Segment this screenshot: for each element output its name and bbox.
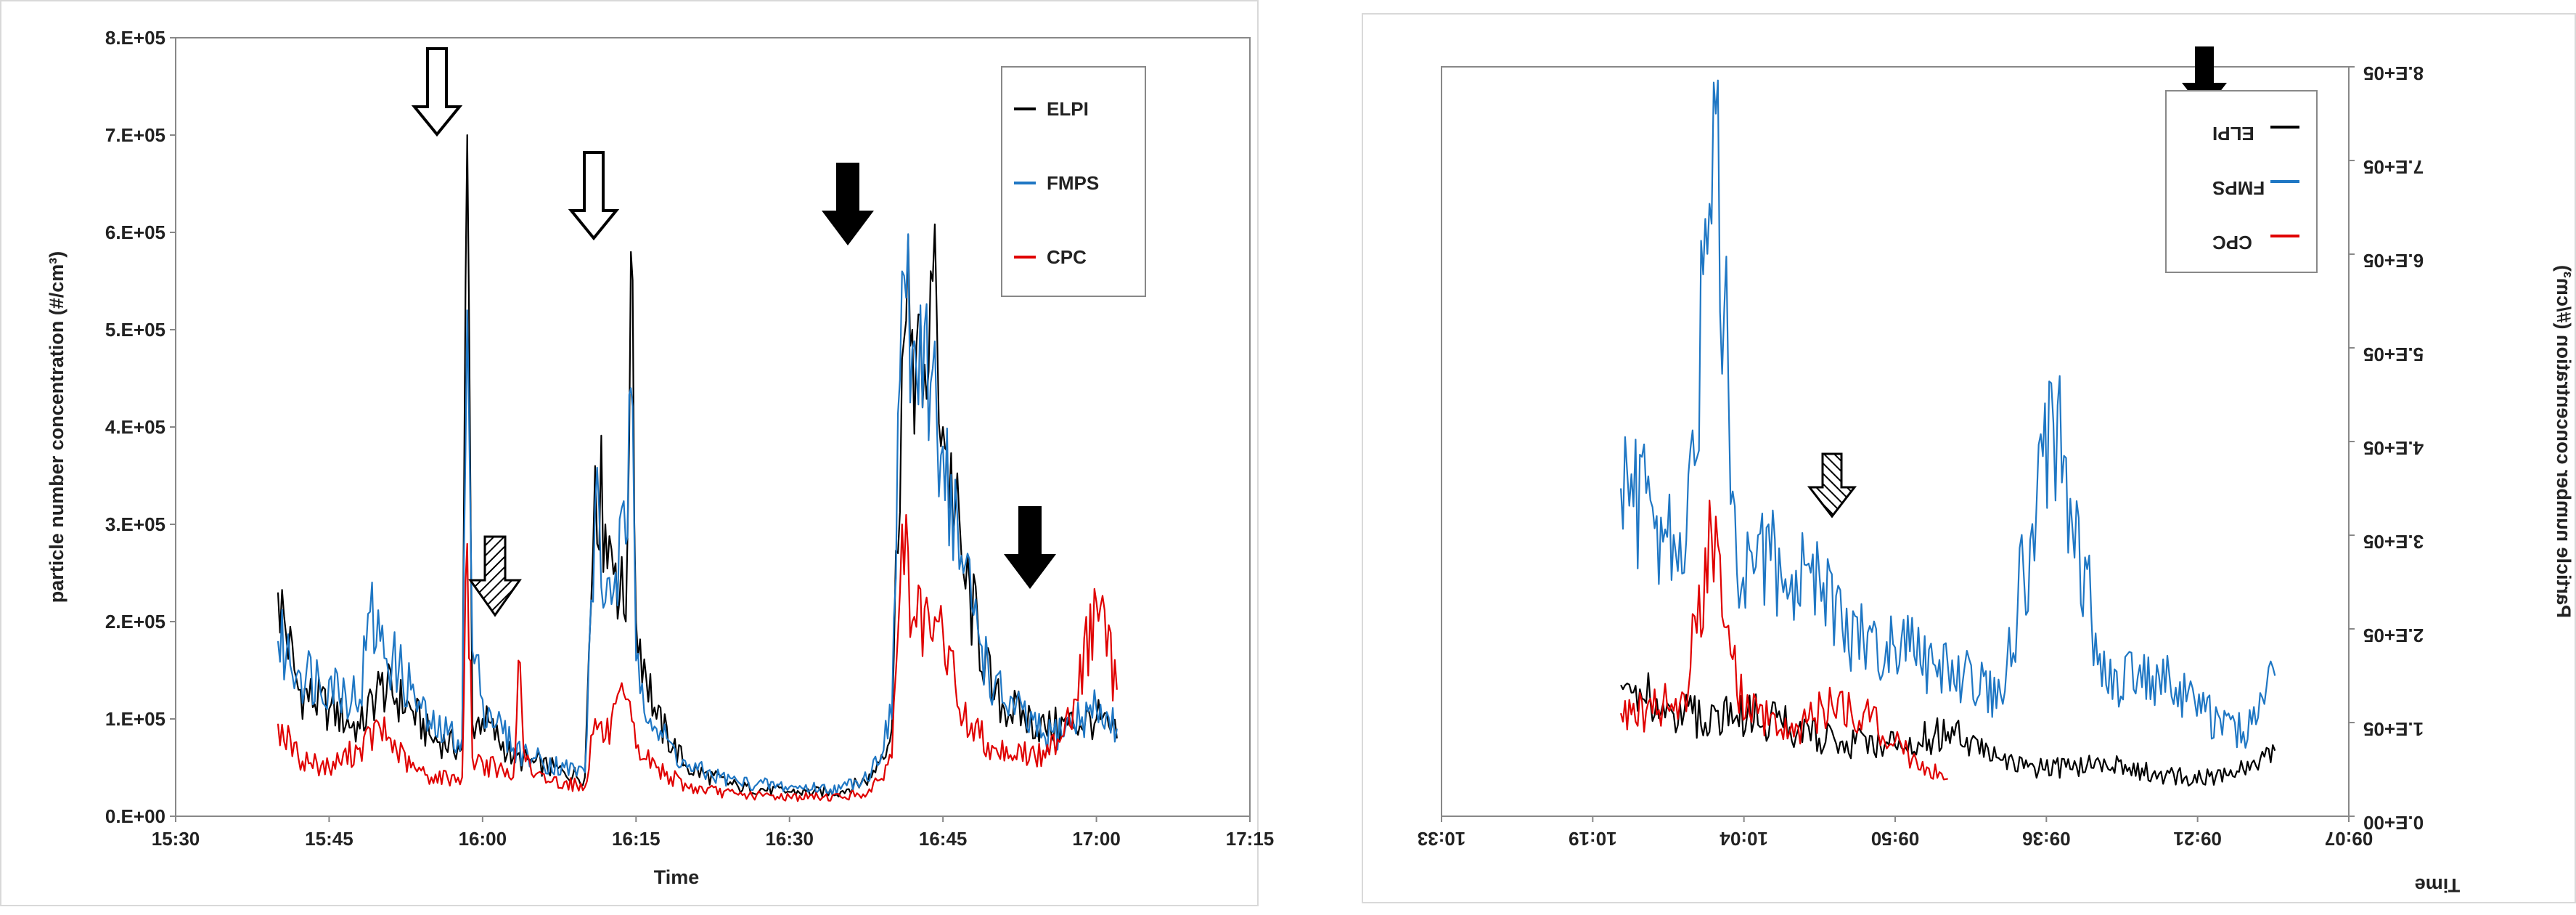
y-tick-label: 0.E+00: [105, 805, 165, 827]
y-tick-label: 6.E+05: [105, 221, 165, 243]
x-tick-label: 09:50: [1871, 828, 1920, 850]
hatched-down-arrow-icon: [468, 535, 522, 617]
right-legend-label-elpi: ELPI: [2212, 123, 2254, 145]
x-tick-label: 17:00: [1072, 828, 1121, 850]
x-tick-label: 09:21: [2173, 828, 2222, 850]
y-tick-label: 3.E+05: [105, 513, 165, 535]
x-tick-label: 10:04: [1720, 828, 1768, 850]
right-chart-panel: 09:07 09:21 09:36 09:50 10:04 10:19 10:33 0.E+…: [1362, 13, 2576, 903]
x-tick-label: 10:19: [1569, 828, 1617, 850]
right-legend-label-cpc: CPC: [2212, 232, 2252, 253]
series-line-cpc: [1620, 500, 1948, 781]
right-x-axis-label: Time: [2415, 874, 2461, 896]
series-line-elpi: [1620, 672, 2276, 787]
x-tick-label: 09:07: [2325, 828, 2373, 850]
x-tick-label: 15:30: [152, 828, 200, 850]
left-legend: ELPI FMPS CPC: [1001, 66, 1146, 297]
series-line-cpc: [277, 513, 1118, 802]
right-y-axis-label: Particle number concentration (#/cm³): [2553, 265, 2575, 618]
y-tick-label: 2.E+05: [2363, 625, 2424, 646]
series-line-fmps: [1620, 79, 2276, 749]
open-down-arrow-icon: [411, 47, 463, 137]
y-tick-label: 6.E+05: [2363, 250, 2424, 272]
y-tick-label: 5.E+05: [105, 319, 165, 341]
right-legend-label-fmps: FMPS: [2212, 177, 2265, 199]
solid-down-arrow-icon: [822, 163, 874, 245]
x-tick-label: 16:15: [612, 828, 661, 850]
series-line-fmps: [277, 233, 1118, 796]
left-chart: 15:30 15:45 16:00 16:15 16:30 16:45 17:00 17:15…: [46, 27, 1274, 888]
x-tick-label: 16:45: [919, 828, 968, 850]
legend-label-elpi: ELPI: [1047, 98, 1089, 120]
x-tick-label: 17:15: [1226, 828, 1275, 850]
x-tick-label: 09:36: [2022, 828, 2071, 850]
x-tick-label: 15:45: [305, 828, 353, 850]
right-chart: 09:07 09:21 09:36 09:50 10:04 10:19 10:33 0.E+…: [1418, 46, 2575, 896]
y-tick-label: 3.E+05: [2363, 531, 2424, 553]
x-tick-label: 16:30: [765, 828, 814, 850]
left-y-axis-label: particle number concentration (#/cm³): [46, 251, 68, 603]
hatched-down-arrow-icon: [1807, 452, 1857, 518]
x-tick-label: 10:33: [1418, 828, 1466, 850]
left-chart-panel: 15:30 15:45 16:00 16:15 16:30 16:45 17:00 17:15…: [0, 0, 1274, 906]
solid-down-arrow-icon: [1004, 506, 1056, 589]
y-tick-label: 8.E+05: [2363, 62, 2424, 84]
open-down-arrow-icon: [568, 151, 620, 241]
legend-label-fmps: FMPS: [1047, 172, 1099, 194]
y-tick-label: 4.E+05: [2363, 437, 2424, 459]
y-tick-label: 7.E+05: [2363, 156, 2424, 178]
y-tick-label: 7.E+05: [105, 124, 165, 146]
right-legend: ELPI FMPS CPC: [2165, 90, 2318, 273]
legend-label-cpc: CPC: [1047, 246, 1087, 268]
y-tick-label: 4.E+05: [105, 416, 165, 438]
y-tick-label: 8.E+05: [105, 27, 165, 49]
y-tick-label: 0.E+00: [2363, 812, 2424, 834]
y-tick-label: 5.E+05: [2363, 343, 2424, 365]
y-tick-label: 1.E+05: [2363, 718, 2424, 740]
y-tick-label: 1.E+05: [105, 708, 165, 730]
y-tick-label: 2.E+05: [105, 611, 165, 633]
x-tick-label: 16:00: [459, 828, 507, 850]
left-x-axis-label: Time: [654, 866, 700, 888]
